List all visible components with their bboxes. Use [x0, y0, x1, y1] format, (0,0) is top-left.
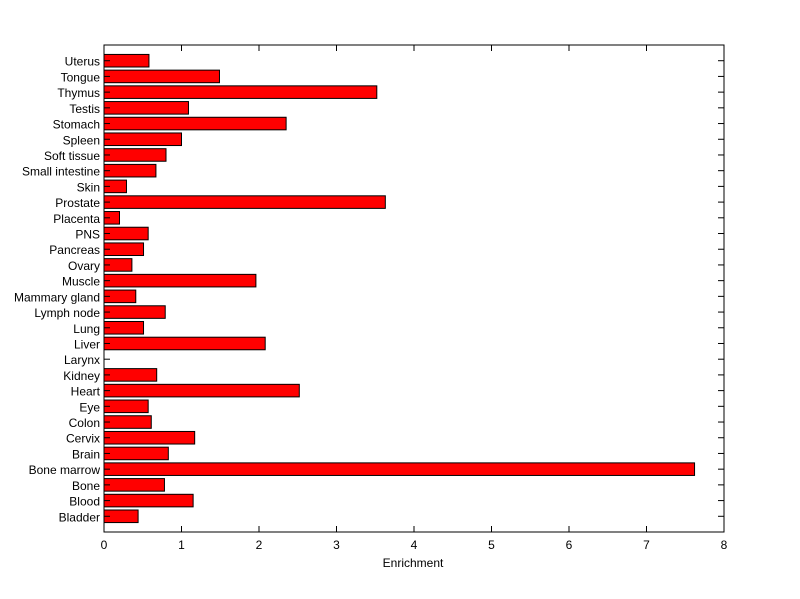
- x-tick-label: 5: [488, 538, 495, 552]
- y-tick-label: Cervix: [66, 432, 100, 446]
- bar: [103, 478, 165, 492]
- y-tick-label: Soft tissue: [44, 149, 100, 163]
- bar: [103, 273, 257, 288]
- x-tick-label: 7: [643, 538, 650, 552]
- y-tick-label: Thymus: [57, 86, 100, 100]
- y-tick-label: Small intestine: [22, 165, 100, 179]
- y-tick-label: Lung: [73, 322, 100, 336]
- bar: [103, 101, 189, 115]
- x-tick-label: 2: [256, 538, 263, 552]
- y-tick-label: Muscle: [62, 275, 100, 289]
- bar: [103, 493, 194, 508]
- x-axis-label: Enrichment: [383, 556, 444, 570]
- y-tick-label: Heart: [71, 385, 101, 399]
- axes-box: [103, 44, 725, 533]
- y-tick-label: Colon: [69, 416, 100, 430]
- bar: [103, 305, 166, 319]
- y-tick-label: Eye: [79, 400, 100, 414]
- bar: [103, 226, 149, 241]
- bar: [103, 85, 378, 99]
- bar: [103, 195, 386, 209]
- bar: [103, 415, 152, 429]
- y-tick-label: Blood: [69, 495, 100, 509]
- y-tick-label: Prostate: [55, 196, 100, 210]
- bar: [103, 383, 300, 398]
- bar: [103, 69, 220, 84]
- bar: [103, 132, 182, 147]
- x-tick-label: 6: [566, 538, 573, 552]
- bar: [103, 163, 157, 178]
- x-tick-label: 4: [411, 538, 418, 552]
- bar: [103, 430, 196, 445]
- y-tick-label: Bladder: [59, 510, 100, 524]
- bar: [103, 399, 149, 414]
- y-tick-label: Bone marrow: [29, 463, 101, 477]
- y-tick-label: Skin: [77, 180, 100, 194]
- y-tick-label: Pancreas: [49, 243, 100, 257]
- bar: [103, 53, 150, 68]
- y-tick-label: Liver: [74, 337, 100, 351]
- y-tick-label: Tongue: [61, 70, 101, 84]
- y-tick-label: Mammary gland: [14, 290, 100, 304]
- x-tick-label: 0: [101, 538, 108, 552]
- x-tick-label: 3: [333, 538, 340, 552]
- y-tick-label: Lymph node: [34, 306, 100, 320]
- y-tick-label: Brain: [72, 447, 100, 461]
- bar: [103, 116, 287, 131]
- x-tick-label: 8: [721, 538, 728, 552]
- y-tick-label: PNS: [75, 228, 100, 242]
- bar: [103, 336, 266, 351]
- y-tick-label: Kidney: [63, 369, 100, 383]
- bar: [103, 368, 158, 382]
- bar: [103, 462, 696, 476]
- y-tick-label: Ovary: [68, 259, 100, 273]
- y-tick-label: Uterus: [65, 55, 100, 69]
- bar: [103, 148, 167, 162]
- bar: [103, 446, 169, 461]
- x-tick-label: 1: [178, 538, 185, 552]
- y-tick-label: Bone: [72, 479, 100, 493]
- y-tick-label: Larynx: [64, 353, 100, 367]
- y-tick-label: Placenta: [53, 212, 100, 226]
- y-tick-label: Testis: [69, 102, 100, 116]
- y-tick-label: Stomach: [53, 118, 100, 132]
- y-tick-label: Spleen: [63, 133, 100, 147]
